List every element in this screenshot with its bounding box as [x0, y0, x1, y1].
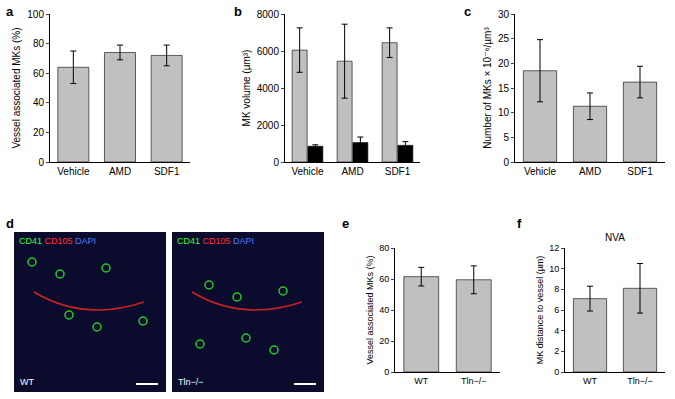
svg-text:80: 80: [379, 243, 389, 253]
svg-text:Tln−/−: Tln−/−: [627, 376, 653, 386]
svg-text:2000: 2000: [257, 120, 280, 131]
svg-text:Tln−/−: Tln−/−: [178, 377, 204, 387]
svg-text:WT: WT: [20, 377, 34, 387]
svg-text:0: 0: [273, 157, 279, 168]
svg-text:Number of MKs × 10⁻⁶/µm³: Number of MKs × 10⁻⁶/µm³: [482, 27, 493, 149]
svg-text:SDF1: SDF1: [154, 166, 180, 177]
svg-text:Vessel associated MKs (%): Vessel associated MKs (%): [11, 27, 22, 148]
svg-text:0: 0: [554, 367, 559, 377]
svg-text:5: 5: [503, 132, 509, 143]
svg-text:0: 0: [503, 157, 509, 168]
svg-text:2: 2: [554, 346, 559, 356]
svg-text:SDF1: SDF1: [627, 166, 653, 177]
svg-text:CD41 CD105 DAPI: CD41 CD105 DAPI: [19, 236, 96, 246]
svg-text:10: 10: [549, 264, 559, 274]
svg-text:MK distance to vessel (µm): MK distance to vessel (µm): [535, 256, 545, 365]
svg-text:f: f: [517, 216, 522, 231]
svg-text:8: 8: [554, 284, 559, 294]
svg-text:40: 40: [33, 97, 45, 108]
svg-text:4: 4: [554, 326, 559, 336]
svg-text:Vehicle: Vehicle: [524, 166, 557, 177]
svg-text:30: 30: [498, 9, 510, 20]
svg-text:c: c: [464, 4, 471, 19]
svg-text:e: e: [342, 216, 349, 231]
svg-text:6000: 6000: [257, 46, 280, 57]
svg-text:20: 20: [33, 127, 45, 138]
svg-text:20: 20: [498, 58, 510, 69]
svg-text:4000: 4000: [257, 83, 280, 94]
svg-text:AMD: AMD: [341, 166, 363, 177]
svg-text:60: 60: [379, 274, 389, 284]
svg-text:10: 10: [498, 107, 510, 118]
svg-text:AMD: AMD: [109, 166, 131, 177]
svg-text:CD41 CD105 DAPI: CD41 CD105 DAPI: [177, 236, 254, 246]
svg-text:100: 100: [27, 9, 44, 20]
svg-text:80: 80: [33, 38, 45, 49]
svg-text:8000: 8000: [257, 9, 280, 20]
svg-text:0: 0: [38, 157, 44, 168]
svg-text:Tln−/−: Tln−/−: [461, 376, 487, 386]
svg-text:40: 40: [379, 305, 389, 315]
svg-text:0: 0: [384, 367, 389, 377]
svg-text:SDF1: SDF1: [385, 166, 411, 177]
svg-text:d: d: [6, 216, 14, 231]
svg-text:20: 20: [379, 336, 389, 346]
svg-text:b: b: [234, 4, 242, 19]
svg-text:12: 12: [549, 243, 559, 253]
svg-text:AMD: AMD: [579, 166, 601, 177]
svg-text:a: a: [6, 4, 14, 19]
svg-text:WT: WT: [583, 376, 597, 386]
svg-text:WT: WT: [414, 376, 428, 386]
svg-text:25: 25: [498, 33, 510, 44]
svg-text:Vehicle: Vehicle: [291, 166, 324, 177]
svg-text:MK volume (µm³): MK volume (µm³): [241, 50, 252, 127]
svg-text:Vessel associated MKs (%): Vessel associated MKs (%): [365, 255, 375, 364]
svg-text:NVA: NVA: [605, 232, 625, 243]
svg-text:60: 60: [33, 68, 45, 79]
svg-text:15: 15: [498, 83, 510, 94]
svg-text:6: 6: [554, 305, 559, 315]
svg-text:Vehicle: Vehicle: [57, 166, 90, 177]
